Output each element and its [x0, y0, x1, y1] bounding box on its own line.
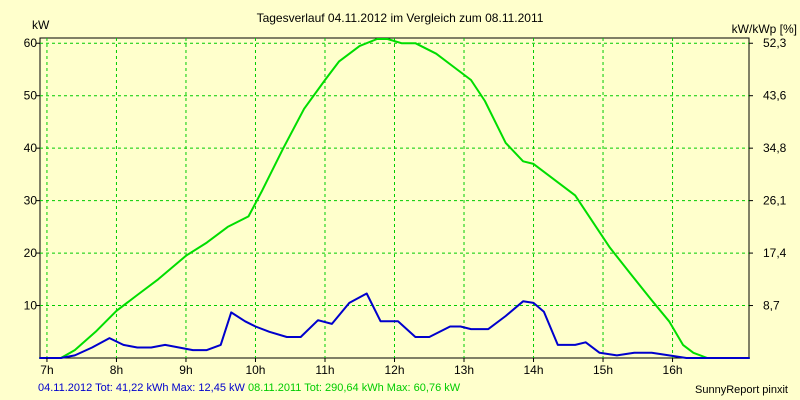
axis-ticks: 7h 8h 9h 10h 11h 12h 13h 14h 15h 16h 10 8,7 20 17,4 30… [24, 36, 787, 377]
y2-tick-label: 34,8 [763, 141, 787, 155]
y2-tick-label: 8,7 [763, 299, 780, 313]
grid-lines [40, 38, 749, 358]
chart-title: Tagesverlauf 04.11.2012 im Vergleich zum… [257, 11, 544, 25]
y2-tick-label: 52,3 [763, 36, 787, 50]
y-axis-label: kW [32, 18, 50, 32]
series-line-04-11-2012 [39, 292, 750, 359]
x-tick-label: 16h [663, 363, 683, 377]
y-tick-label: 30 [24, 194, 38, 208]
y2-axis-label: kW/kWp [%] [732, 22, 797, 36]
chart-footer: 04.11.2012 Tot: 41,22 kWh Max: 12,45 kW … [38, 382, 460, 394]
x-tick-label: 8h [110, 363, 123, 377]
legend-series-2011: 08.11.2011 Tot: 290,64 kWh Max: 60,76 kW [247, 382, 461, 394]
x-tick-label: 9h [179, 363, 192, 377]
y-tick-label: 10 [24, 299, 38, 313]
y2-tick-label: 43,6 [763, 89, 787, 103]
x-tick-label: 13h [454, 363, 474, 377]
data-series [39, 38, 750, 359]
x-tick-label: 10h [245, 363, 265, 377]
y-tick-label: 60 [24, 36, 38, 50]
y2-tick-label: 26,1 [763, 194, 787, 208]
legend-series-2012: 04.11.2012 Tot: 41,22 kWh Max: 12,45 kW [38, 382, 245, 394]
x-tick-label: 14h [524, 363, 544, 377]
x-tick-label: 15h [593, 363, 613, 377]
x-tick-label: 12h [384, 363, 404, 377]
credit-text: SunnyReport pinxit [695, 384, 788, 396]
y2-tick-label: 17,4 [763, 246, 787, 260]
y-tick-label: 40 [24, 141, 38, 155]
x-tick-label: 11h [315, 363, 334, 377]
y-tick-label: 20 [24, 246, 38, 260]
series-line-08-11-2011 [39, 38, 750, 359]
x-tick-label: 7h [40, 363, 53, 377]
y-tick-label: 50 [24, 89, 38, 103]
